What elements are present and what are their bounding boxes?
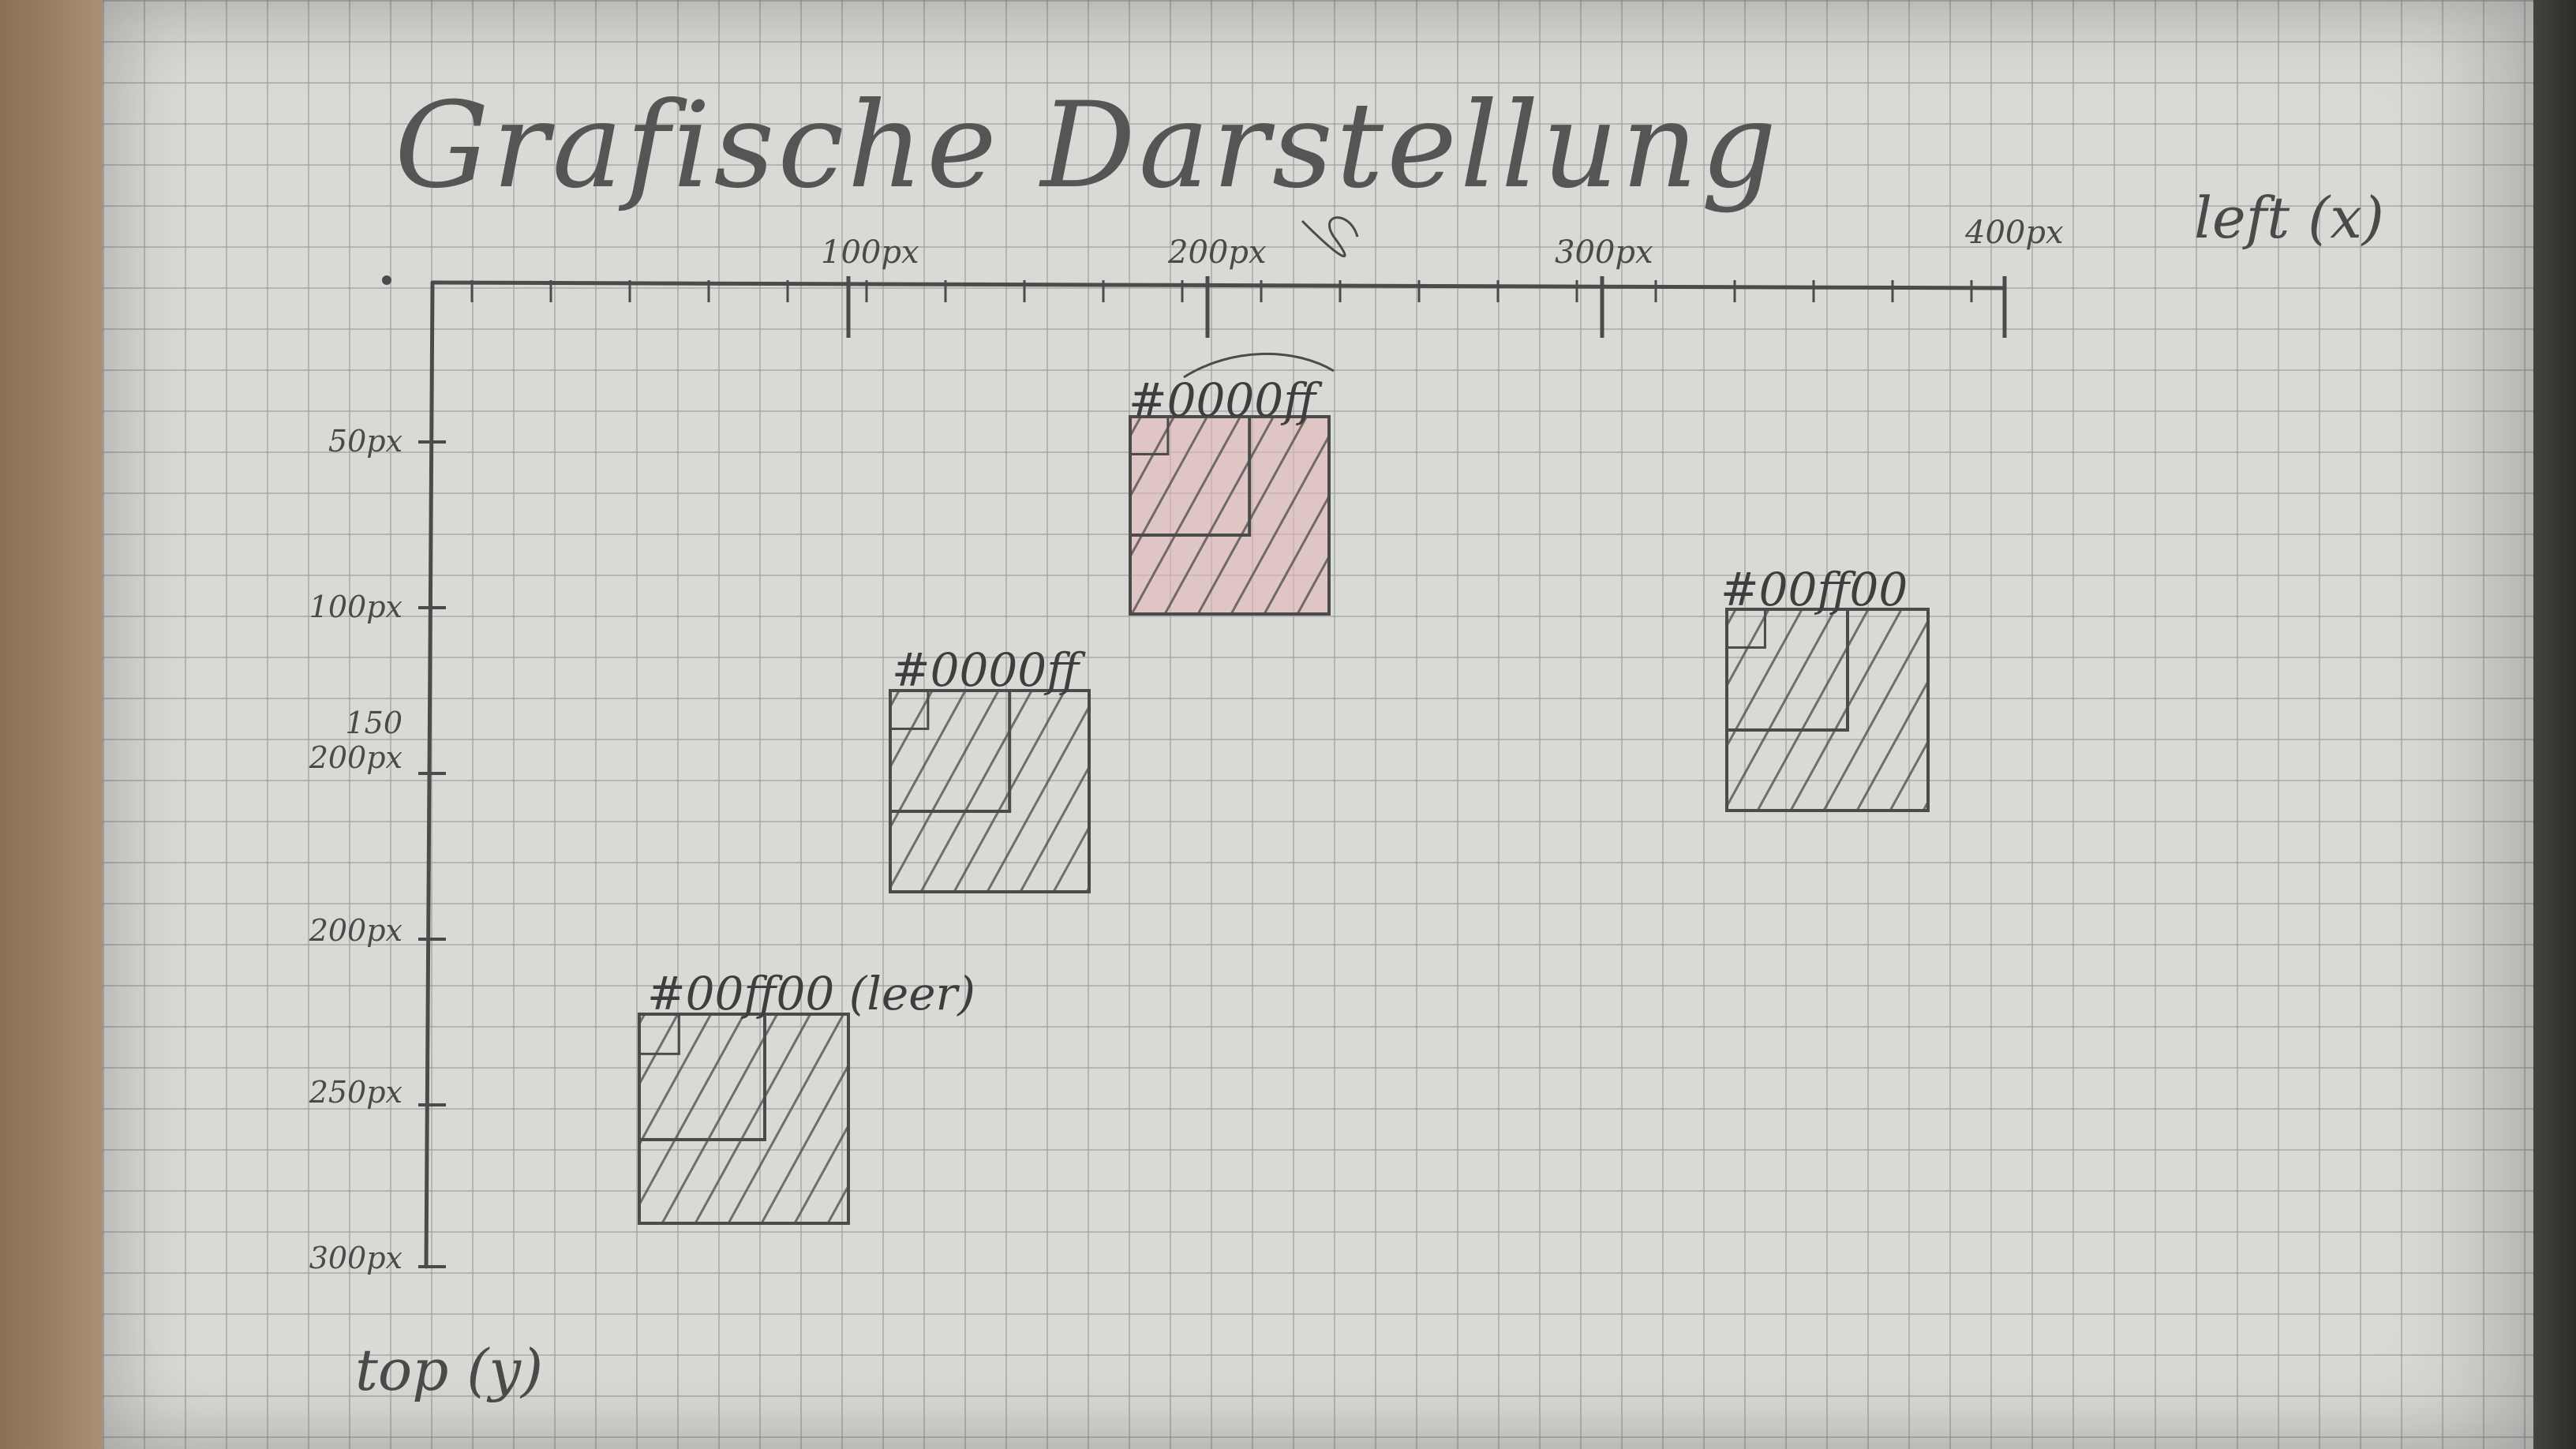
box-outline xyxy=(889,689,1091,893)
y-tick-label-250: 250px xyxy=(309,1075,402,1110)
x-tick-label-300: 300px xyxy=(1555,234,1653,271)
x-axis-line xyxy=(430,280,2007,290)
box-outline xyxy=(1725,608,1930,812)
y-tick-label-50: 50px xyxy=(328,424,402,459)
box-fill xyxy=(1130,417,1329,614)
annotation-arc xyxy=(1183,352,1335,379)
box-inner-square xyxy=(1725,608,1849,732)
y-tick-label-100: 100px xyxy=(309,590,402,624)
box-middle xyxy=(889,689,1091,893)
hatching xyxy=(1727,609,1928,811)
graph-paper xyxy=(103,0,2533,1449)
box-inner-square xyxy=(638,1013,766,1141)
box-label-top: #0000ff xyxy=(1129,373,1316,427)
box-top xyxy=(1129,415,1331,616)
box-label-middle: #0000ff xyxy=(892,643,1080,697)
x-tick-label-400: 400px xyxy=(1965,215,2064,251)
x-axis-label: left (x) xyxy=(2194,185,2384,251)
box-outline xyxy=(638,1013,850,1225)
x-tick-label-200: 200px xyxy=(1168,234,1267,271)
box-label-right: #00ff00 xyxy=(1720,563,1908,616)
y-tick-label-200: 200px xyxy=(309,913,402,948)
box-corner-square xyxy=(638,1013,680,1055)
sketch-title: Grafische Darstellung xyxy=(395,77,1780,215)
box-bottom xyxy=(638,1013,850,1225)
box-label-bottom: #00ff00 (leer) xyxy=(647,967,975,1020)
box-corner-square xyxy=(889,689,930,730)
hatching xyxy=(890,691,1089,892)
box-inner-square xyxy=(889,689,1012,813)
box-inner-square xyxy=(1129,415,1252,537)
hatching xyxy=(639,1014,848,1223)
box-corner-square xyxy=(1725,608,1766,649)
box-corner-square xyxy=(1129,415,1170,455)
box-right xyxy=(1725,608,1930,812)
x-tick-label-100: 100px xyxy=(821,234,919,271)
origin-dot xyxy=(382,275,391,285)
y-axis-label: top (y) xyxy=(355,1337,544,1403)
title-flourish xyxy=(1301,216,1359,258)
y-tick-label-300: 300px xyxy=(309,1241,402,1275)
y-tick-label-150: 150 200px xyxy=(309,706,402,775)
hatching xyxy=(1130,417,1329,614)
